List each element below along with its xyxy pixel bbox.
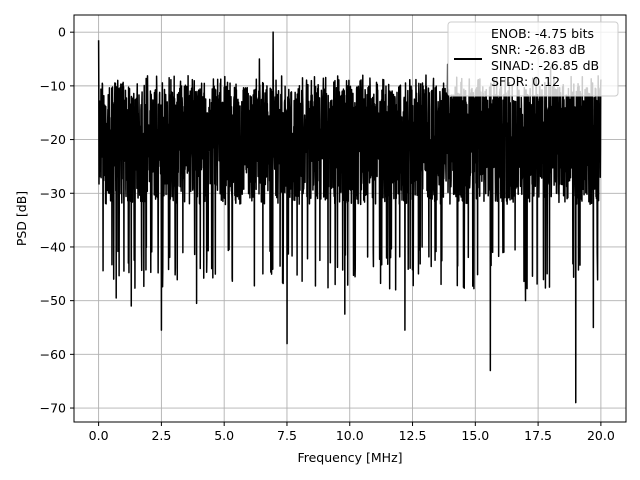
x-tick-label: 15.0 <box>461 428 489 443</box>
x-tick-label: 0.0 <box>89 428 109 443</box>
x-tick-label: 7.5 <box>277 428 297 443</box>
psd-series <box>97 31 602 404</box>
y-tick-label: −20 <box>40 132 66 147</box>
x-tick-label: 17.5 <box>524 428 552 443</box>
y-tick-label: −10 <box>40 78 66 93</box>
legend-box <box>447 21 619 97</box>
psd-line <box>97 31 602 404</box>
y-axis-ticks: 0 −10 −20 −30 −40 −50 −60 −70 <box>40 25 74 416</box>
legend-entry-snr: SNR: -26.83 dB <box>491 42 586 57</box>
y-tick-label: 0 <box>58 25 66 40</box>
x-tick-label: 2.5 <box>151 428 171 443</box>
x-tick-label: 20.0 <box>587 428 615 443</box>
x-tick-label: 10.0 <box>336 428 364 443</box>
legend-entry-sinad: SINAD: -26.85 dB <box>491 58 599 73</box>
y-axis-label: PSD [dB] <box>14 191 29 246</box>
y-tick-label: −50 <box>40 293 66 308</box>
y-tick-label: −60 <box>40 347 66 362</box>
legend-entry-enob: ENOB: -4.75 bits <box>491 26 594 41</box>
y-tick-label: −70 <box>40 401 66 416</box>
x-tick-label: 5.0 <box>214 428 234 443</box>
x-axis-label: Frequency [MHz] <box>297 450 402 465</box>
legend-entry-sfdr: SFDR: 0.12 <box>491 74 560 89</box>
y-tick-label: −30 <box>40 186 66 201</box>
legend: ENOB: -4.75 bits SNR: -26.83 dB SINAD: -… <box>447 21 619 97</box>
x-tick-label: 12.5 <box>399 428 427 443</box>
x-axis-ticks: 0.0 2.5 5.0 7.5 10.0 12.5 15.0 17.5 20.0 <box>89 422 615 443</box>
y-tick-label: −40 <box>40 239 66 254</box>
